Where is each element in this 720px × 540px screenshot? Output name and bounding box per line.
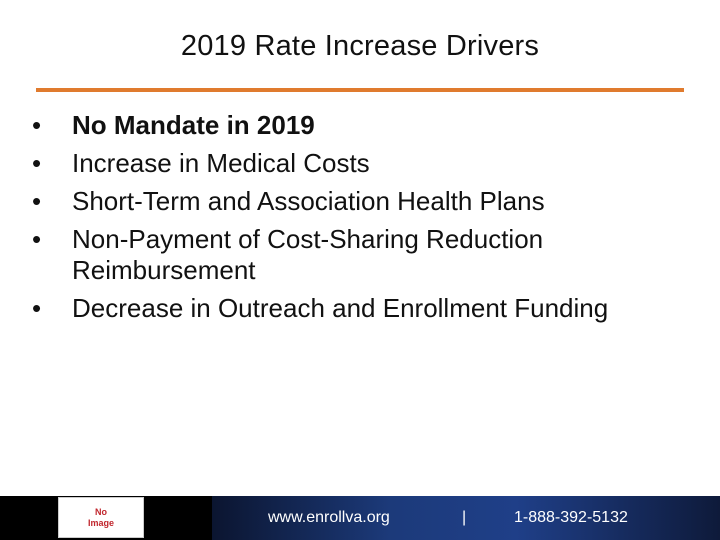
- bullet-glyph: •: [32, 224, 42, 254]
- no-image-line1: No: [95, 506, 107, 517]
- website-link[interactable]: www.enrollva.org: [268, 509, 390, 526]
- footer-bar: No Image www.enrollva.org | 1-888-392-51…: [0, 496, 720, 540]
- footer-separator: |: [462, 509, 467, 526]
- bullet-glyph: •: [32, 148, 42, 178]
- no-image-placeholder: No Image: [58, 497, 144, 538]
- bullet-glyph: •: [32, 110, 42, 140]
- bullet-text: No Mandate in 2019: [72, 110, 315, 140]
- phone-number[interactable]: 1-888-392-5132: [514, 509, 628, 526]
- no-image-line2: Image: [87, 517, 114, 528]
- slide-title: 2019 Rate Increase Drivers: [180, 30, 540, 62]
- title-divider: [36, 88, 684, 92]
- bullet-item: • No Mandate in 2019: [30, 110, 700, 141]
- bullet-glyph: •: [32, 186, 42, 216]
- bullet-text: Non-Payment of Cost-Sharing Reduction Re…: [72, 224, 544, 285]
- bullet-glyph: •: [32, 293, 42, 323]
- bullet-list: • No Mandate in 2019 • Increase in Medic…: [30, 110, 700, 331]
- bullet-item: • Short-Term and Association Health Plan…: [30, 186, 700, 217]
- bullet-item: • Increase in Medical Costs: [30, 148, 700, 179]
- bullet-text: Short-Term and Association Health Plans: [72, 186, 545, 216]
- bullet-item: • Non-Payment of Cost-Sharing Reduction …: [30, 224, 700, 286]
- bullet-text: Decrease in Outreach and Enrollment Fund…: [72, 293, 609, 323]
- bullet-text: Increase in Medical Costs: [72, 148, 370, 178]
- bullet-item: • Decrease in Outreach and Enrollment Fu…: [30, 293, 700, 324]
- footer-band: [212, 496, 720, 540]
